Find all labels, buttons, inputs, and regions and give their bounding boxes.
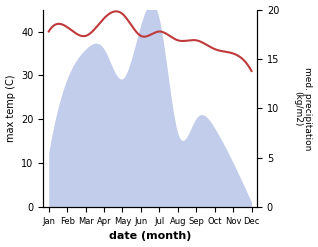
X-axis label: date (month): date (month) bbox=[109, 231, 191, 242]
Y-axis label: max temp (C): max temp (C) bbox=[5, 75, 16, 142]
Y-axis label: med. precipitation
(kg/m2): med. precipitation (kg/m2) bbox=[293, 67, 313, 150]
